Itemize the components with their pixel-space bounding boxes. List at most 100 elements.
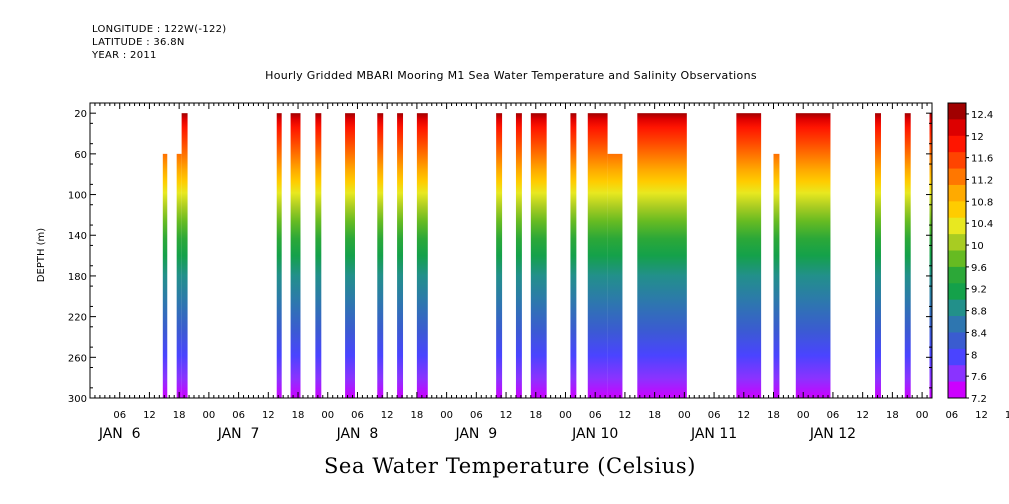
x-hour-label: 00: [678, 410, 691, 421]
data-block-6: [345, 113, 355, 398]
x-hour-label: 06: [351, 410, 364, 421]
year-label: YEAR : 2011: [92, 50, 157, 61]
x-hour-label: 18: [173, 410, 186, 421]
data-block-13: [570, 113, 577, 398]
x-hour-label: 18: [648, 410, 661, 421]
colorbar-swatch: [948, 250, 966, 268]
data-block-12: [530, 113, 547, 398]
colorbar-swatch: [948, 381, 966, 399]
y-tick-label: 140: [68, 231, 87, 242]
y-tick-label: 180: [68, 272, 87, 283]
colorbar-label: 10.8: [971, 197, 993, 208]
data-block-15: [607, 153, 623, 398]
x-hour-label: 12: [619, 410, 632, 421]
colorbar-swatch: [948, 348, 966, 366]
units-label: Sea Water Temperature (Celsius): [323, 454, 697, 478]
x-hour-label: 00: [321, 410, 334, 421]
colorbar-label: 11.6: [971, 154, 993, 165]
colorbar-swatch: [948, 365, 966, 383]
x-hour-label: 12: [381, 410, 394, 421]
data-block-8: [397, 113, 404, 398]
colorbar-swatch: [948, 217, 966, 235]
colorbar-swatch: [948, 266, 966, 284]
x-hour-label: 06: [589, 410, 602, 421]
data-block-17: [736, 113, 762, 398]
colorbar-label: 12.4: [971, 110, 993, 121]
data-block-9: [416, 113, 428, 398]
colorbar-swatch: [948, 332, 966, 350]
x-hour-label: 06: [232, 410, 245, 421]
x-hour-label: 12: [262, 410, 275, 421]
x-hour-label: 18: [292, 410, 305, 421]
colorbar-frame: [947, 102, 967, 399]
colorbar-label: 10: [971, 241, 984, 252]
data-block-5: [315, 113, 322, 398]
data-block-0: [162, 153, 168, 398]
x-hour-label: 18: [767, 410, 780, 421]
colorbar-label: 8.8: [971, 307, 987, 318]
x-hour-label: 18: [529, 410, 542, 421]
x-day-label: JAN 7: [217, 426, 260, 442]
colorbar-label: 8: [971, 350, 977, 361]
colorbar-swatch: [948, 152, 966, 170]
x-day-label: JAN 11: [690, 426, 737, 442]
colorbar-label: 10.4: [971, 219, 993, 230]
chart-title: Hourly Gridded MBARI Mooring M1 Sea Wate…: [265, 69, 757, 82]
x-day-label: JAN 10: [571, 426, 618, 442]
colorbar-swatch: [948, 119, 966, 137]
x-hour-label: 06: [470, 410, 483, 421]
data-block-19: [795, 113, 831, 398]
colorbar-label: 7.6: [971, 372, 987, 383]
x-hour-label: 00: [203, 410, 216, 421]
colorbar-label: 9.2: [971, 285, 987, 296]
colorbar-swatch: [948, 201, 966, 219]
data-block-4: [290, 113, 301, 398]
x-hour-label: 18: [1005, 410, 1009, 421]
y-tick-label: 60: [74, 150, 87, 161]
data-block-14: [587, 113, 608, 398]
latitude-label: LATITUDE : 36.8N: [92, 37, 185, 48]
colorbar-swatch: [948, 299, 966, 317]
data-blocks: [162, 113, 932, 398]
colorbar-swatch: [948, 135, 966, 153]
x-hour-label: 12: [500, 410, 513, 421]
x-hour-label: 00: [440, 410, 453, 421]
y-tick-label: 100: [68, 191, 87, 202]
longitude-label: LONGITUDE : 122W(-122): [92, 24, 227, 35]
x-hour-label: 00: [916, 410, 929, 421]
data-block-2: [181, 113, 188, 398]
colorbar-label: 12: [971, 132, 984, 143]
data-block-21: [904, 113, 911, 398]
axes: 20 60 100 140 180 220 260 300 06 12 18 00 06 12 18 00 06…: [68, 102, 1009, 442]
x-hour-label: 06: [708, 410, 721, 421]
x-day-label: JAN 12: [809, 426, 856, 442]
data-block-16: [637, 113, 687, 398]
x-hour-label: 18: [411, 410, 424, 421]
x-hour-label: 00: [797, 410, 810, 421]
data-block-18: [773, 153, 780, 398]
x-hour-label: 12: [975, 410, 988, 421]
y-tick-label: 300: [68, 394, 87, 405]
x-hour-label: 06: [945, 410, 958, 421]
colorbar-label: 9.6: [971, 263, 987, 274]
x-hour-label: 12: [737, 410, 750, 421]
x-day-label: JAN 9: [454, 426, 497, 442]
data-block-20: [875, 113, 881, 398]
colorbar-swatch: [948, 168, 966, 186]
x-hour-label: 06: [113, 410, 126, 421]
x-hour-label: 18: [886, 410, 899, 421]
x-day-label: JAN 8: [336, 426, 379, 442]
colorbar-label: 11.2: [971, 175, 993, 186]
colorbar-swatch: [948, 283, 966, 301]
x-hour-label: 12: [856, 410, 869, 421]
y-tick-label: 220: [68, 313, 87, 324]
y-axis-label: DEPTH (m): [36, 228, 47, 282]
data-block-10: [496, 113, 503, 398]
colorbar-swatch: [948, 316, 966, 333]
x-day-label: JAN 6: [98, 426, 141, 442]
colorbar: 12.4 12 11.6 11.2 10.8 10.4 10 9.6 9.2 8.8 8.4 8 7.6…: [947, 102, 993, 405]
x-hour-label: 00: [559, 410, 572, 421]
data-block-7: [377, 113, 384, 398]
y-tick-label: 20: [74, 109, 87, 120]
